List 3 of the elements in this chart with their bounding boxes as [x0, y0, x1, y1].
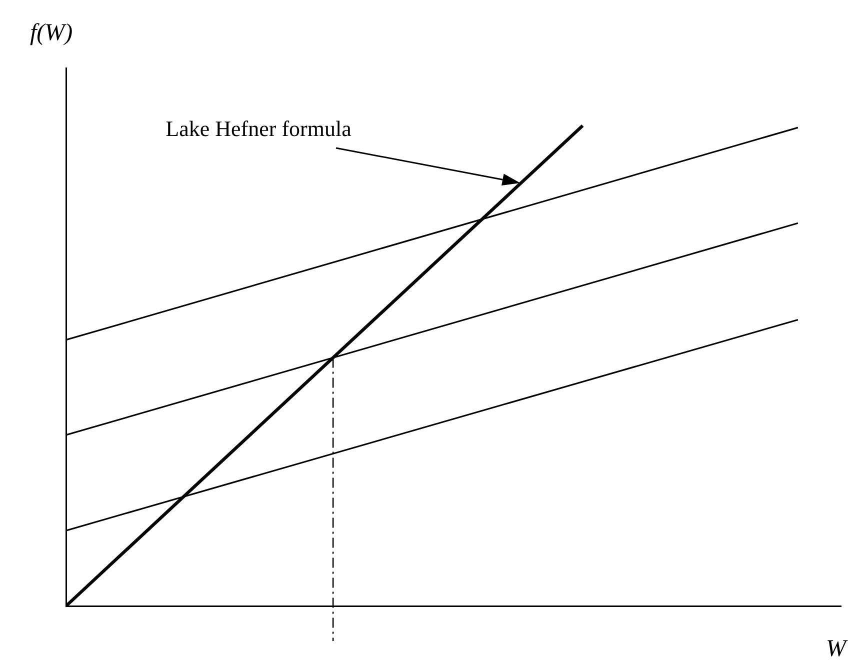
y-axis-title: f(W) [30, 20, 73, 46]
x-axis-title: W [826, 636, 848, 660]
annotation: Lake Hefner formula [166, 116, 352, 142]
